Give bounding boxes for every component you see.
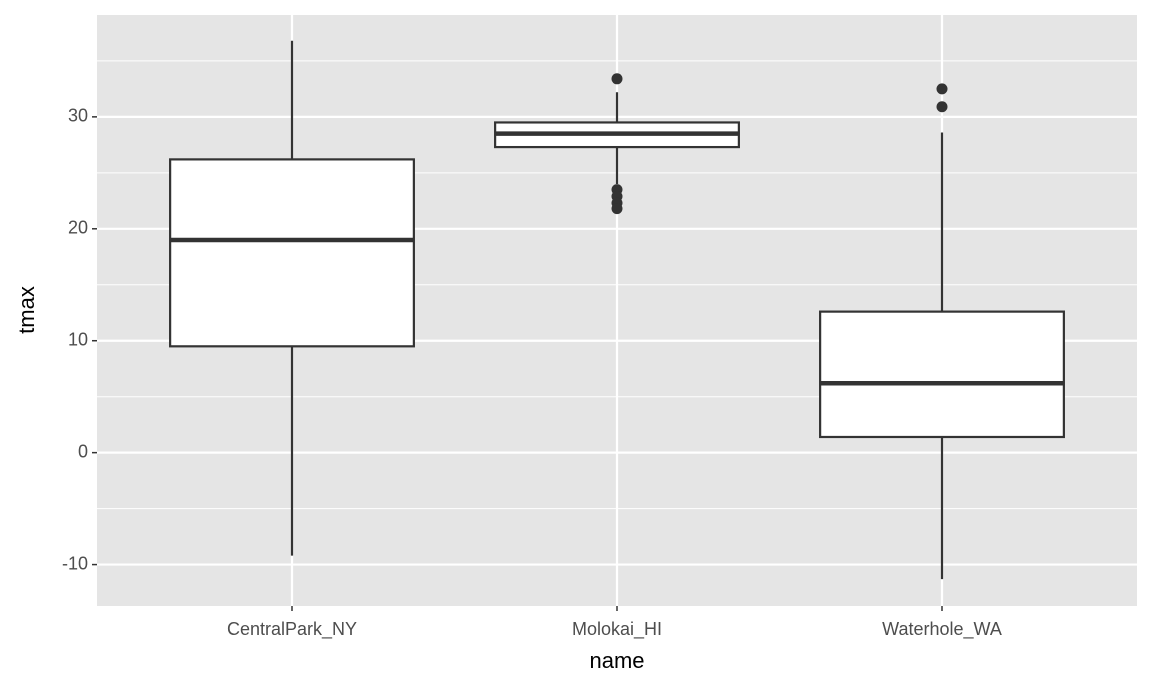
x-tick-label: Waterhole_WA — [882, 619, 1002, 640]
y-axis-title: tmax — [14, 286, 39, 334]
y-tick-label: -10 — [62, 553, 88, 573]
x-tick-label: CentralPark_NY — [227, 619, 357, 640]
box — [169, 158, 415, 348]
outlier — [611, 203, 623, 215]
outlier — [611, 73, 623, 85]
box — [819, 310, 1065, 439]
y-tick-label: 0 — [78, 441, 88, 461]
outlier — [936, 101, 948, 113]
x-axis-title: name — [589, 648, 644, 673]
x-tick-label: Molokai_HI — [572, 619, 662, 640]
y-tick-label: 30 — [68, 106, 88, 126]
y-tick-label: 10 — [68, 329, 88, 349]
y-tick-label: 20 — [68, 218, 88, 238]
outlier — [936, 83, 948, 95]
